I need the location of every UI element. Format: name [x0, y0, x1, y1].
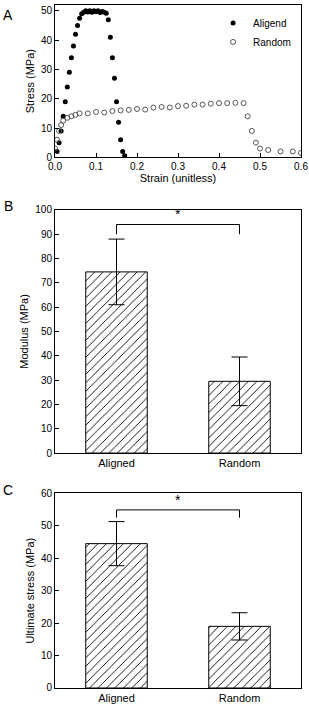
- svg-text:40: 40: [41, 35, 53, 46]
- svg-text:30: 30: [41, 585, 53, 596]
- svg-text:50: 50: [41, 520, 53, 531]
- svg-text:*: *: [175, 206, 181, 222]
- svg-text:0: 0: [46, 448, 52, 459]
- svg-text:100: 100: [35, 204, 52, 215]
- svg-text:Ultimate stress (MPa): Ultimate stress (MPa): [24, 538, 36, 644]
- svg-text:40: 40: [41, 350, 53, 361]
- svg-text:Aligend: Aligend: [253, 18, 286, 29]
- svg-text:0.5: 0.5: [253, 161, 267, 172]
- svg-text:B: B: [4, 198, 13, 214]
- svg-text:60: 60: [41, 488, 53, 499]
- svg-text:Aligned: Aligned: [98, 457, 135, 469]
- svg-text:90: 90: [41, 229, 53, 240]
- svg-text:30: 30: [41, 375, 53, 386]
- svg-text:20: 20: [41, 93, 53, 104]
- svg-text:50: 50: [41, 326, 53, 337]
- svg-text:0.2: 0.2: [130, 161, 144, 172]
- svg-text:0: 0: [46, 152, 52, 163]
- svg-text:Strain (unitless): Strain (unitless): [140, 172, 216, 184]
- svg-text:Random: Random: [219, 457, 261, 469]
- svg-text:0.0: 0.0: [48, 161, 62, 172]
- svg-text:A: A: [3, 7, 13, 23]
- svg-text:Aligned: Aligned: [98, 692, 135, 704]
- svg-text:40: 40: [41, 553, 53, 564]
- svg-text:10: 10: [41, 123, 53, 134]
- svg-text:10: 10: [41, 423, 53, 434]
- svg-text:70: 70: [41, 277, 53, 288]
- svg-text:C: C: [3, 482, 13, 498]
- svg-text:20: 20: [41, 618, 53, 629]
- svg-text:Random: Random: [253, 37, 291, 48]
- svg-text:20: 20: [41, 399, 53, 410]
- svg-text:0.6: 0.6: [294, 161, 308, 172]
- svg-text:Random: Random: [219, 692, 261, 704]
- svg-text:50: 50: [41, 5, 53, 16]
- svg-text:60: 60: [41, 302, 53, 313]
- svg-text:Modulus (MPa): Modulus (MPa): [18, 294, 30, 369]
- svg-text:30: 30: [41, 64, 53, 75]
- svg-text:80: 80: [41, 253, 53, 264]
- svg-text:*: *: [175, 492, 181, 508]
- svg-text:0.3: 0.3: [171, 161, 185, 172]
- svg-text:0: 0: [46, 682, 52, 693]
- svg-text:10: 10: [41, 650, 53, 661]
- svg-text:Stress (MPa): Stress (MPa): [24, 49, 36, 113]
- svg-text:0.4: 0.4: [212, 161, 226, 172]
- svg-text:0.1: 0.1: [89, 161, 103, 172]
